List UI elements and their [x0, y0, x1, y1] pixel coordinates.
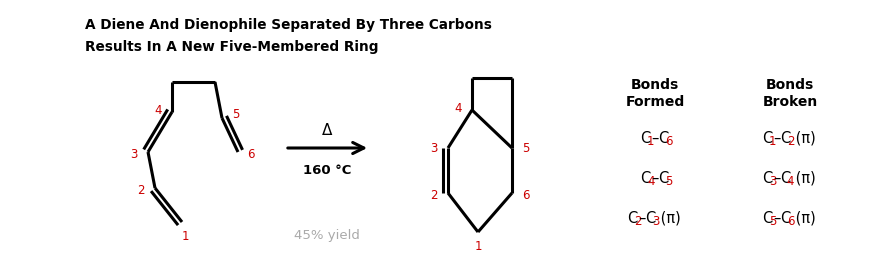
Text: Bonds
Broken: Bonds Broken	[762, 78, 817, 109]
Text: C: C	[658, 170, 668, 185]
Text: 6: 6	[787, 215, 795, 227]
Text: 45% yield: 45% yield	[294, 229, 360, 242]
Text: C: C	[762, 170, 773, 185]
Text: 4: 4	[787, 175, 795, 187]
Text: 4: 4	[154, 103, 162, 116]
Text: –: –	[652, 130, 659, 145]
Text: 1: 1	[474, 240, 482, 252]
Text: 5: 5	[522, 142, 530, 155]
Text: –: –	[639, 210, 646, 225]
Text: 4: 4	[647, 175, 654, 187]
Text: C: C	[658, 130, 668, 145]
Text: 6: 6	[522, 188, 530, 202]
Text: 6: 6	[665, 135, 672, 148]
Text: (π): (π)	[791, 170, 816, 185]
Text: 4: 4	[455, 101, 462, 115]
Text: 5: 5	[769, 215, 776, 227]
Text: 5: 5	[665, 175, 672, 187]
Text: (π): (π)	[791, 130, 816, 145]
Text: –: –	[774, 130, 781, 145]
Text: Bonds
Formed: Bonds Formed	[625, 78, 685, 109]
Text: –: –	[652, 170, 659, 185]
Text: 2: 2	[634, 215, 641, 227]
Text: C: C	[640, 170, 651, 185]
Text: 3: 3	[769, 175, 776, 187]
Text: 1: 1	[647, 135, 654, 148]
Text: 1: 1	[769, 135, 776, 148]
Text: C: C	[627, 210, 638, 225]
Text: C: C	[640, 130, 651, 145]
Text: C: C	[646, 210, 655, 225]
Text: C: C	[762, 130, 773, 145]
Text: –: –	[774, 170, 781, 185]
Text: 2: 2	[430, 188, 438, 202]
Text: 3: 3	[652, 215, 659, 227]
Text: Results In A New Five-Membered Ring: Results In A New Five-Membered Ring	[85, 40, 378, 54]
Text: Δ: Δ	[322, 123, 333, 138]
Text: 5: 5	[232, 108, 240, 120]
Text: A Diene And Dienophile Separated By Three Carbons: A Diene And Dienophile Separated By Thre…	[85, 18, 492, 32]
Text: (π): (π)	[791, 210, 816, 225]
Text: (π): (π)	[656, 210, 682, 225]
Text: –: –	[774, 210, 781, 225]
Text: 2: 2	[787, 135, 795, 148]
Text: 1: 1	[181, 230, 188, 242]
Text: 3: 3	[430, 142, 438, 155]
Text: 3: 3	[131, 148, 138, 160]
Text: C: C	[781, 210, 790, 225]
Text: C: C	[781, 170, 790, 185]
Text: C: C	[781, 130, 790, 145]
Text: C: C	[762, 210, 773, 225]
Text: 2: 2	[138, 183, 145, 197]
Text: 6: 6	[247, 148, 255, 160]
Text: 160 °C: 160 °C	[303, 163, 351, 177]
